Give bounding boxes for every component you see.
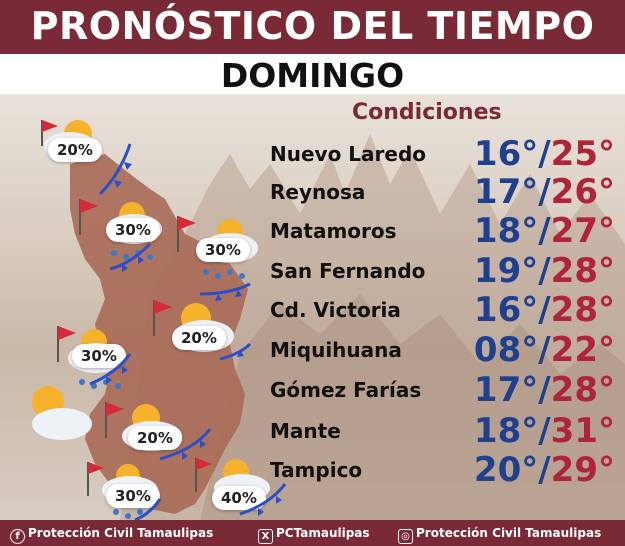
day-label: DOMINGO <box>220 56 405 95</box>
temperature-range: 17°/26° <box>474 172 615 212</box>
min-temp: 17° <box>473 172 539 212</box>
instagram-label: Protección Civil Tamaulipas <box>416 526 602 540</box>
temp-separator: / <box>538 251 551 291</box>
rain-chance-badge: 30% <box>196 238 250 262</box>
temp-separator: / <box>538 411 551 451</box>
city-name: San Fernando <box>270 259 426 283</box>
facebook-handle[interactable]: f Protección Civil Tamaulipas <box>10 526 213 544</box>
facebook-label: Protección Civil Tamaulipas <box>28 526 214 540</box>
facebook-icon: f <box>10 529 25 544</box>
mountain-background <box>70 134 625 520</box>
city-row: Cd. Victoria 16°/28° <box>270 290 615 330</box>
rain-chance-badge: 20% <box>172 326 226 350</box>
max-temp: 22° <box>550 330 615 370</box>
city-row: San Fernando 19°/28° <box>270 251 615 291</box>
temperature-range: 16°/25° <box>474 134 615 174</box>
x-icon: X <box>258 529 273 544</box>
temp-separator: / <box>538 450 551 490</box>
temp-separator: / <box>538 370 551 410</box>
min-temp: 08° <box>473 330 539 370</box>
day-banner: DOMINGO <box>0 54 625 95</box>
cold-front-icon <box>89 143 287 520</box>
rain-chance-badge: 30% <box>106 484 160 508</box>
city-row: Tampico 20°/29° <box>270 450 615 490</box>
temperature-range: 08°/22° <box>474 330 615 370</box>
instagram-icon: ◎ <box>398 529 413 544</box>
city-row: Nuevo Laredo 16°/25° <box>270 134 615 174</box>
city-name: Matamoros <box>270 219 397 243</box>
max-temp: 25° <box>550 134 615 174</box>
temperature-range: 18°/31° <box>474 411 615 451</box>
x-handle[interactable]: X PCTamaulipas <box>258 526 370 544</box>
city-row: Miquihuana 08°/22° <box>270 330 615 370</box>
temperature-range: 19°/28° <box>474 251 615 291</box>
rain-chance-badge: 20% <box>48 138 102 162</box>
max-temp: 28° <box>550 370 615 410</box>
city-name: Tampico <box>270 458 363 482</box>
city-name: Nuevo Laredo <box>270 142 427 166</box>
min-temp: 16° <box>473 290 539 330</box>
city-row: Reynosa 17°/26° <box>270 172 615 212</box>
social-footer: f Protección Civil Tamaulipas X PCTamaulip… <box>0 520 625 546</box>
temp-separator: / <box>538 134 551 174</box>
max-temp: 27° <box>550 211 615 251</box>
temperature-range: 18°/27° <box>474 211 615 251</box>
city-name: Reynosa <box>270 180 366 204</box>
x-label: PCTamaulipas <box>276 526 370 540</box>
city-name: Gómez Farías <box>270 378 422 402</box>
temp-separator: / <box>538 290 551 330</box>
city-row: Gómez Farías 17°/28° <box>270 370 615 410</box>
min-temp: 19° <box>473 251 539 291</box>
min-temp: 16° <box>473 134 539 174</box>
min-temp: 18° <box>473 211 539 251</box>
background-scene <box>0 94 625 520</box>
city-name: Cd. Victoria <box>270 298 401 322</box>
max-temp: 31° <box>550 411 615 451</box>
city-name: Miquihuana <box>270 338 402 362</box>
temp-separator: / <box>538 172 551 212</box>
temperature-range: 16°/28° <box>474 290 615 330</box>
min-temp: 20° <box>473 450 539 490</box>
max-temp: 28° <box>550 290 615 330</box>
city-row: Matamoros 18°/27° <box>270 211 615 251</box>
min-temp: 17° <box>473 370 539 410</box>
partly-cloudy-icon <box>16 378 96 452</box>
rain-chance-badge: 20% <box>128 426 182 450</box>
conditions-heading: Condiciones <box>352 100 502 125</box>
temp-separator: / <box>538 330 551 370</box>
min-temp: 18° <box>473 411 539 451</box>
title-banner: PRONÓSTICO DEL TIEMPO <box>0 0 625 54</box>
instagram-handle[interactable]: ◎ Protección Civil Tamaulipas <box>398 526 601 544</box>
city-row: Mante 18°/31° <box>270 411 615 451</box>
temperature-range: 20°/29° <box>474 450 615 490</box>
temperature-range: 17°/28° <box>474 370 615 410</box>
page-title: PRONÓSTICO DEL TIEMPO <box>30 4 595 48</box>
max-temp: 28° <box>550 251 615 291</box>
temp-separator: / <box>538 211 551 251</box>
rain-chance-badge: 30% <box>72 344 126 368</box>
rain-chance-badge: 30% <box>106 218 160 242</box>
city-name: Mante <box>270 419 341 443</box>
max-temp: 26° <box>550 172 615 212</box>
max-temp: 29° <box>550 450 615 490</box>
